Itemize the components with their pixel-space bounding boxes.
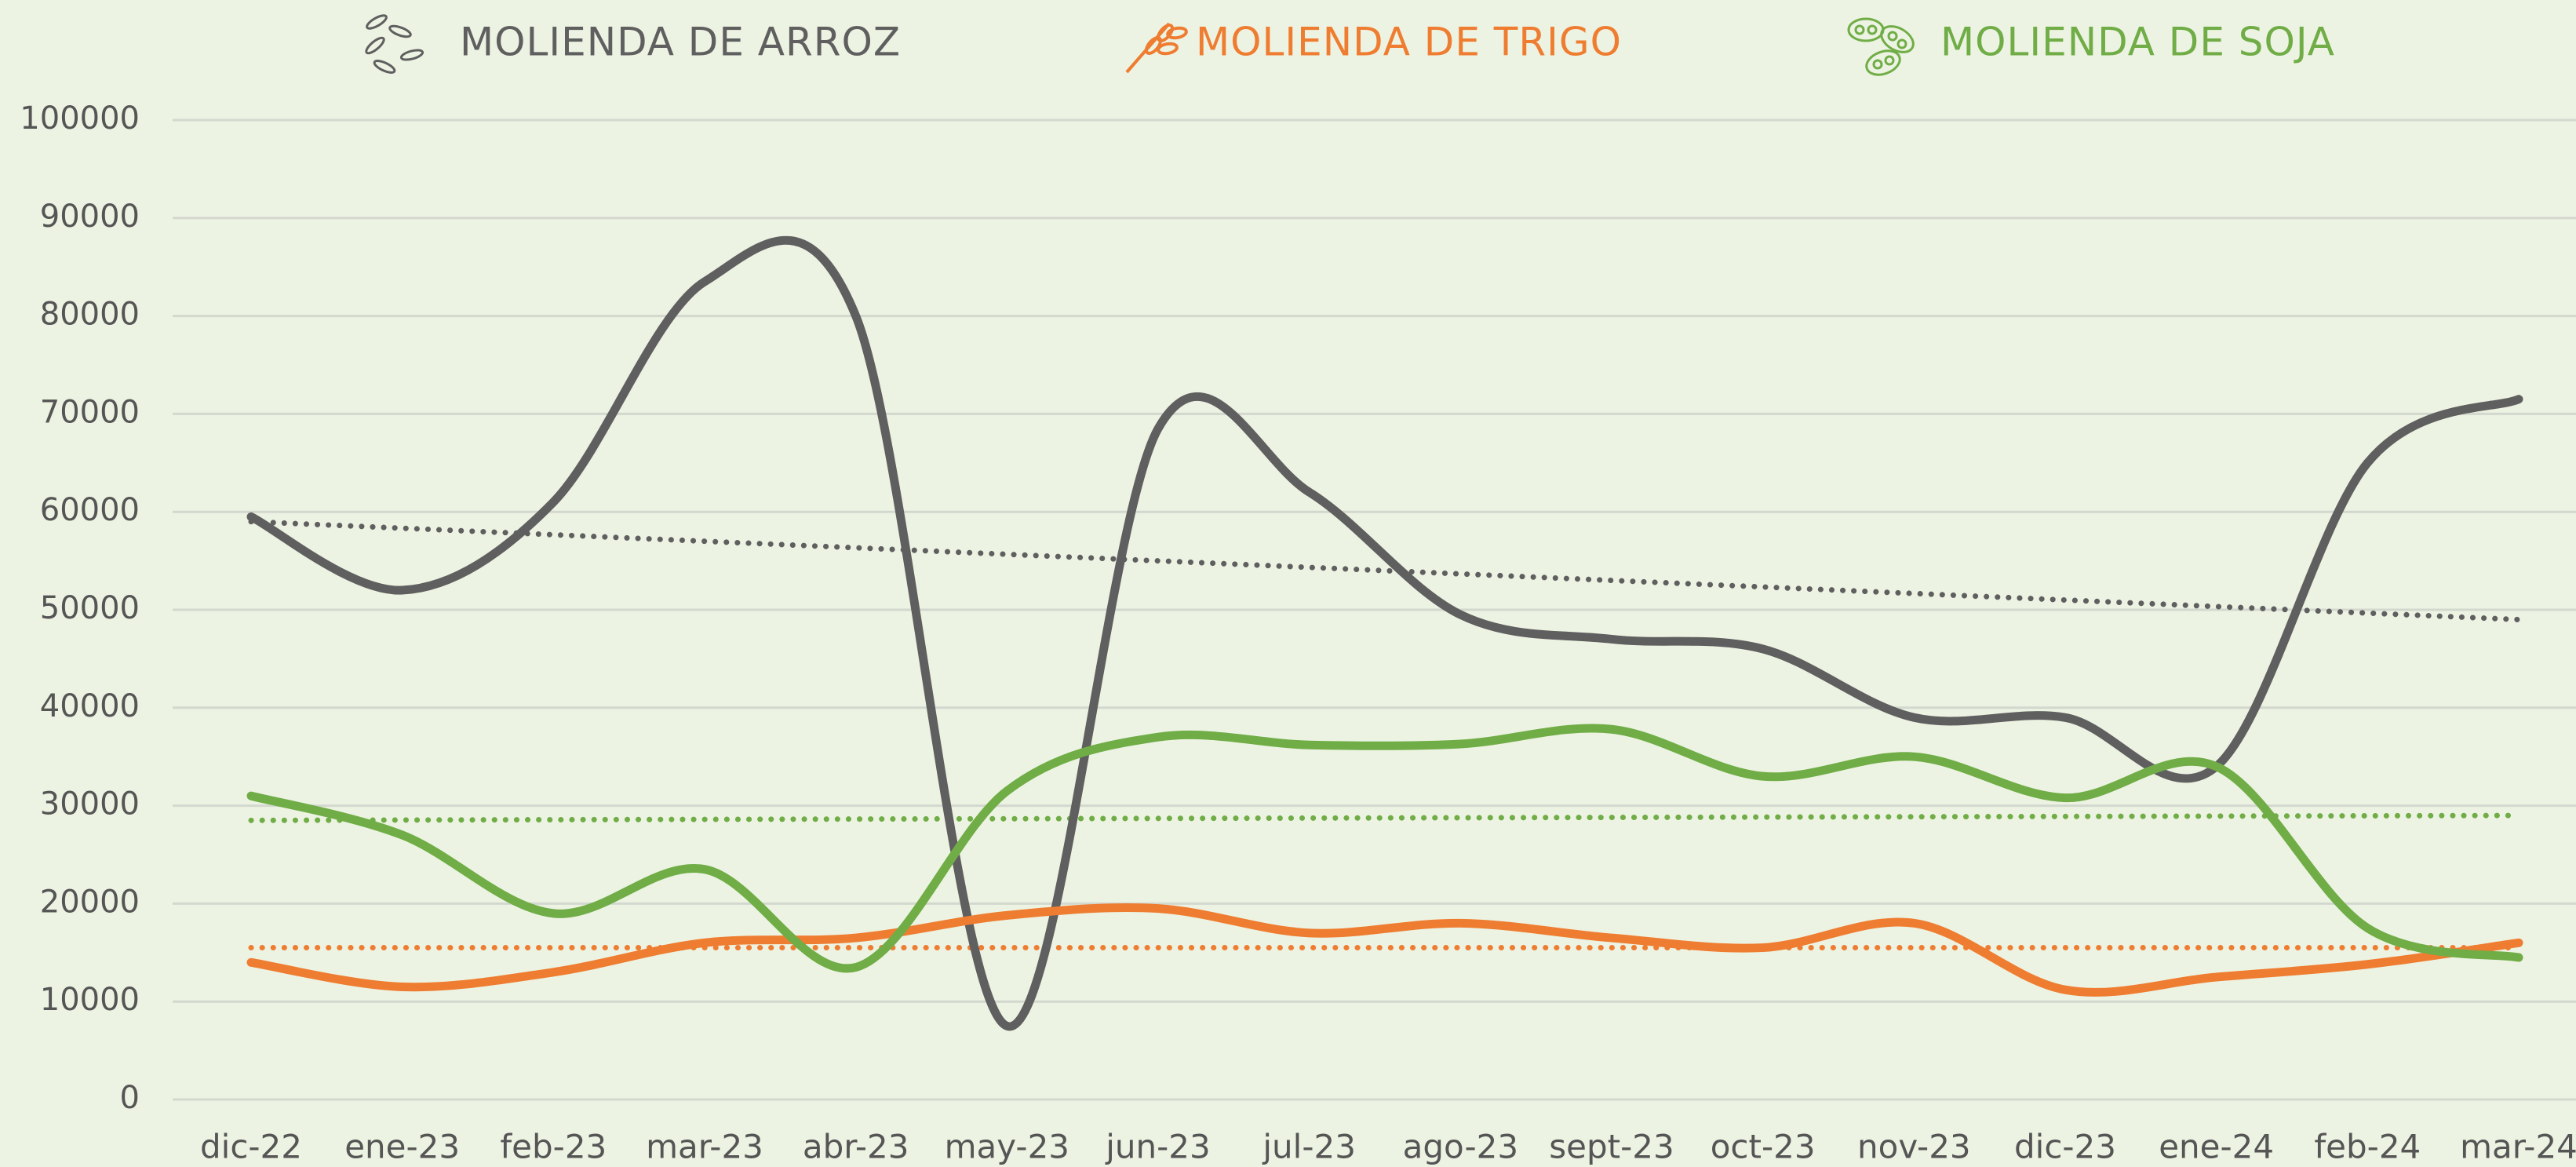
- y-tick-label: 60000: [40, 492, 140, 528]
- x-tick-label: feb-24: [2314, 1128, 2421, 1166]
- series-line: [246, 724, 2523, 973]
- x-tick-label: mar-24: [2460, 1128, 2576, 1166]
- grid: [173, 119, 2576, 1101]
- legend: MOLIENDA DE ARROZ MOLIENDA DE TRIGO MOLI…: [365, 14, 2335, 76]
- x-tick-label: ago-23: [1403, 1128, 1518, 1166]
- x-tick-label: ene-24: [2159, 1128, 2274, 1166]
- x-tick-label: oct-23: [1711, 1128, 1816, 1166]
- y-tick-label: 10000: [40, 982, 140, 1018]
- x-tick-label: jun-23: [1105, 1128, 1211, 1166]
- series-line: [246, 235, 2523, 1031]
- x-tick-label: feb-23: [500, 1128, 607, 1166]
- trend-line: [248, 519, 2522, 622]
- x-tick-label: abr-23: [803, 1128, 909, 1166]
- y-tick-label: 40000: [40, 688, 140, 724]
- x-tick-label: jul-23: [1262, 1128, 1356, 1166]
- x-tick-label: may-23: [945, 1128, 1069, 1166]
- x-tick-label: dic-22: [200, 1128, 302, 1166]
- y-tick-label: 80000: [40, 297, 140, 333]
- legend-label: MOLIENDA DE ARROZ: [460, 20, 901, 65]
- x-tick-label: ene-23: [344, 1128, 460, 1166]
- legend-label: MOLIENDA DE SOJA: [1940, 20, 2335, 65]
- series-line: [246, 903, 2523, 997]
- y-tick-label: 70000: [40, 394, 140, 430]
- y-tick-label: 50000: [40, 590, 140, 626]
- y-tick-label: 100000: [20, 100, 140, 137]
- y-tick-label: 20000: [40, 884, 140, 920]
- x-tick-label: sept-23: [1549, 1128, 1674, 1166]
- trend-line: [248, 812, 2522, 823]
- rice-icon: [365, 14, 424, 74]
- x-tick-label: dic-23: [2014, 1128, 2116, 1166]
- x-tick-label: nov-23: [1857, 1128, 1971, 1166]
- y-tick-label: 30000: [40, 786, 140, 822]
- soy-icon: [1847, 17, 1915, 76]
- wheat-icon: [1125, 22, 1188, 74]
- legend-label: MOLIENDA DE TRIGO: [1196, 20, 1622, 65]
- y-tick-label: 90000: [40, 199, 140, 235]
- x-tick-label: mar-23: [646, 1128, 763, 1166]
- y-tick-label: 0: [120, 1080, 140, 1116]
